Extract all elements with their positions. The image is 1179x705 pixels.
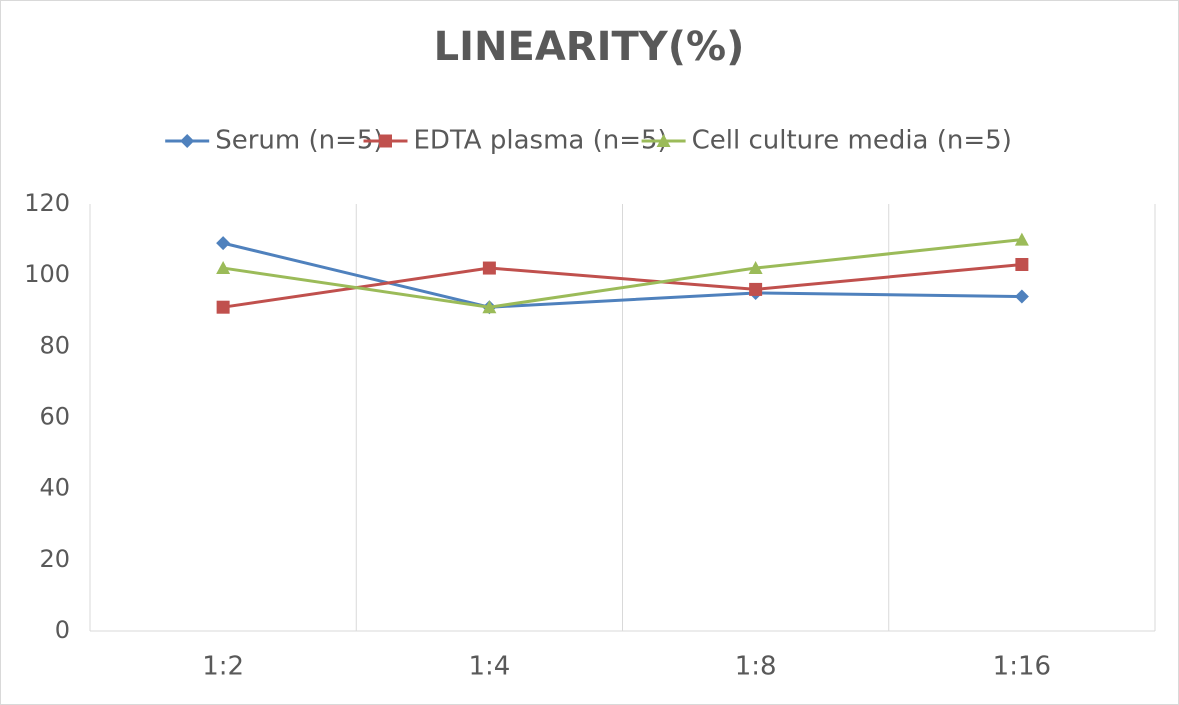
y-tick-label: 80 [39, 331, 70, 359]
y-tick-label: 40 [39, 474, 70, 502]
legend-marker [180, 134, 195, 148]
legend: Serum (n=5) EDTA plasma (n=5) Cell culture… [165, 126, 1012, 156]
legend-label: Cell culture media (n=5) [692, 126, 1012, 156]
marker [1014, 289, 1029, 304]
legend-marker [379, 134, 392, 148]
chart-title: LINEARITY(%) [434, 24, 745, 70]
marker [748, 261, 763, 275]
marker [1014, 232, 1029, 246]
marker [216, 300, 230, 314]
y-tick-label: 120 [24, 189, 70, 217]
x-tick-label: 1:16 [993, 652, 1051, 682]
y-tick-label: 100 [24, 260, 70, 288]
marker [216, 236, 231, 251]
marker [482, 261, 496, 275]
legend-label: EDTA plasma (n=5) [414, 126, 668, 156]
x-tick-label: 1:2 [202, 652, 244, 682]
series-line [222, 238, 1023, 309]
y-tick-label: 60 [39, 403, 70, 431]
y-tick-label: 0 [55, 616, 70, 644]
series-line [222, 241, 1022, 309]
legend-marker [656, 134, 671, 147]
marker [216, 261, 231, 275]
marker [1015, 257, 1029, 271]
legend-label: Serum (n=5) [215, 126, 383, 156]
x-tick-label: 1:8 [735, 652, 777, 682]
y-tick-label: 20 [39, 545, 70, 573]
marker [482, 300, 497, 314]
marker [749, 282, 763, 296]
x-tick-label: 1:4 [468, 652, 510, 682]
